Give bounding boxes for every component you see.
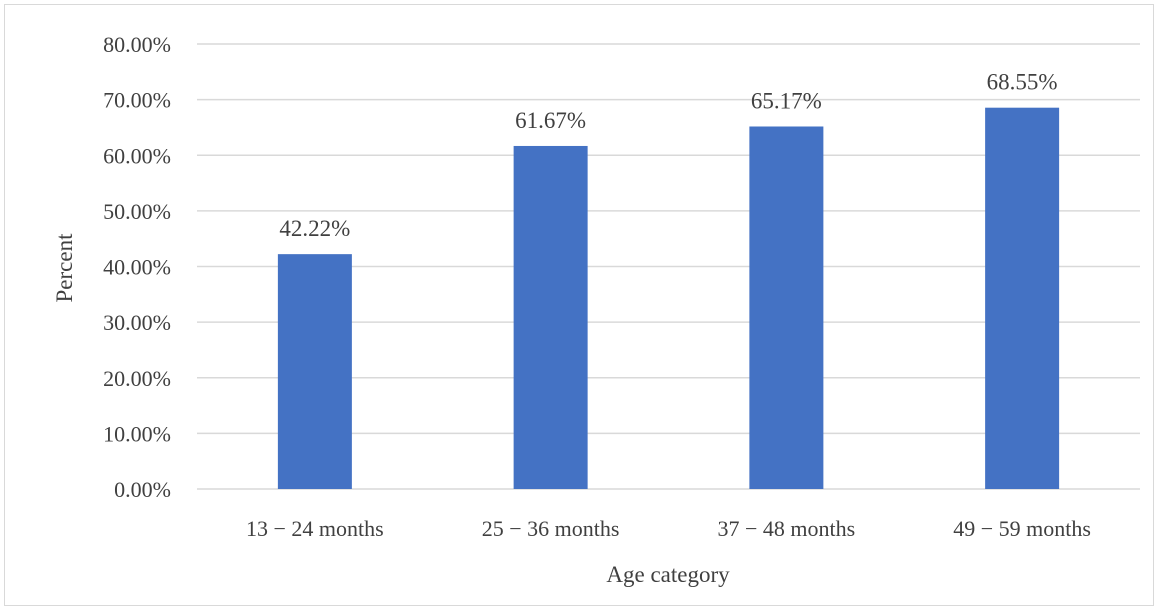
data-labels: 42.22% 61.67% 65.17% 68.55%	[279, 70, 1057, 241]
y-tick-label: 30.00%	[103, 310, 171, 335]
x-tick-label: 25 − 36 months	[482, 516, 620, 541]
bar	[513, 145, 588, 489]
y-axis-title: Percent	[52, 233, 77, 303]
x-axis-title: Age category	[606, 562, 730, 587]
gridlines	[197, 43, 1140, 490]
y-tick-label: 50.00%	[103, 199, 171, 224]
data-label: 68.55%	[987, 70, 1058, 95]
bar	[985, 107, 1060, 490]
data-label: 65.17%	[751, 88, 822, 113]
y-tick-label: 70.00%	[103, 88, 171, 113]
y-tick-label: 20.00%	[103, 366, 171, 391]
x-tick-label: 13 − 24 months	[246, 516, 384, 541]
x-tick-label: 49 − 59 months	[953, 516, 1091, 541]
x-tick-label: 37 − 48 months	[718, 516, 856, 541]
y-tick-label: 10.00%	[103, 421, 171, 446]
data-label: 42.22%	[279, 216, 350, 241]
y-tick-label: 60.00%	[103, 143, 171, 168]
y-tick-label: 0.00%	[114, 477, 171, 502]
y-tick-labels: 0.00% 10.00% 20.00% 30.00% 40.00% 50.00% 60.00…	[103, 32, 171, 502]
bar	[749, 126, 824, 489]
x-tick-labels: 13 − 24 months 25 − 36 months 37 − 48 mont…	[246, 516, 1091, 541]
bar	[277, 254, 352, 489]
y-tick-label: 80.00%	[103, 32, 171, 57]
y-tick-label: 40.00%	[103, 255, 171, 280]
bars	[277, 107, 1060, 490]
data-label: 61.67%	[515, 108, 586, 133]
